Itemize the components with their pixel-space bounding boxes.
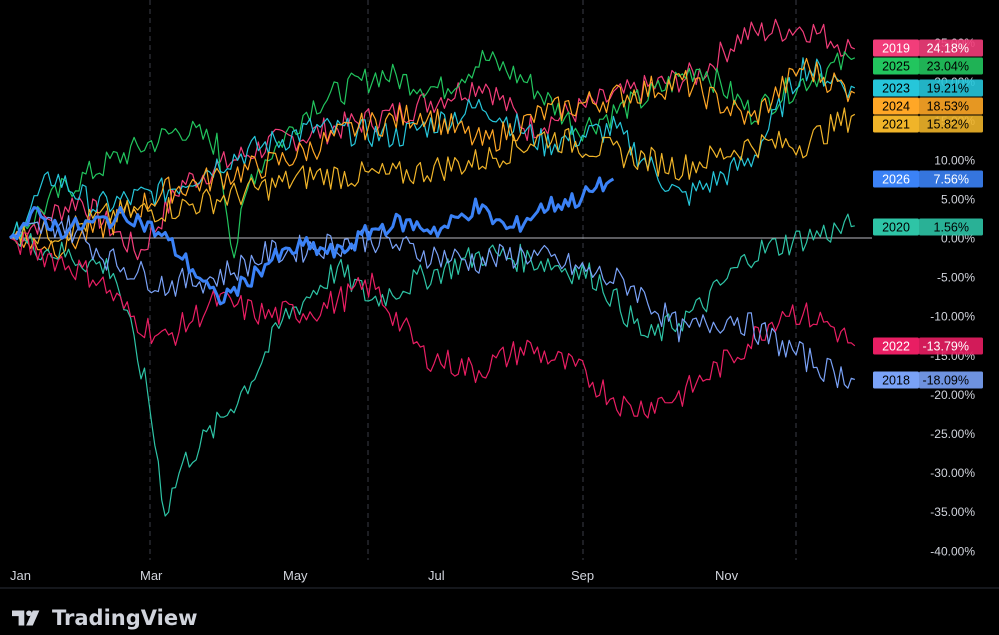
series-line-2026 (8, 176, 615, 306)
y-tick-label: -30.00% (930, 466, 975, 480)
badge-value-bg (919, 170, 983, 188)
legend-badge-2024[interactable]: 2024 18.53% (873, 97, 983, 115)
legend-badges: 2019 24.18% 2025 23.04% 2023 19.21% 2024 18.53%… (873, 39, 983, 389)
badge-year-bg (873, 97, 919, 115)
badge-year-text: 2021 (882, 118, 910, 132)
x-tick-label: Sep (571, 568, 594, 583)
series-line-2018 (9, 215, 855, 389)
series-line-2022 (9, 232, 856, 419)
legend-badge-2022[interactable]: 2022 -13.79% (873, 337, 983, 355)
x-tick-label: Jan (10, 568, 31, 583)
badge-year-text: 2020 (882, 221, 910, 235)
badge-value-text: -18.09% (922, 374, 969, 388)
badge-year-bg (873, 39, 919, 57)
badge-year-text: 2025 (882, 60, 910, 74)
badge-value-text: 18.53% (927, 100, 969, 114)
badge-value-text: 23.04% (927, 60, 969, 74)
legend-badge-2020[interactable]: 2020 1.56% (873, 218, 983, 236)
badge-value-bg (919, 337, 983, 355)
y-tick-label: -20.00% (930, 388, 975, 402)
badge-value-text: 19.21% (927, 82, 969, 96)
series-group (8, 18, 856, 517)
badge-value-bg (919, 57, 983, 75)
y-tick-label: -25.00% (930, 427, 975, 441)
badge-value-text: 24.18% (927, 42, 969, 56)
badge-value-bg (919, 97, 983, 115)
x-axis: Jan Mar May Jul Sep Nov (10, 568, 739, 583)
badge-year-bg (873, 57, 919, 75)
y-tick-label: -10.00% (930, 310, 975, 324)
badge-year-bg (873, 371, 919, 389)
tradingview-mark-icon (12, 610, 40, 626)
badge-year-bg (873, 218, 919, 236)
badge-year-text: 2018 (882, 374, 910, 388)
badge-value-bg (919, 218, 983, 236)
badge-value-bg (919, 115, 983, 133)
legend-badge-2018[interactable]: 2018 -18.09% (873, 371, 983, 389)
y-tick-label: -40.00% (930, 544, 975, 558)
series-line-2020 (9, 213, 855, 517)
badge-year-bg (873, 337, 919, 355)
legend-badge-2021[interactable]: 2021 15.82% (873, 115, 983, 133)
x-tick-label: Nov (715, 568, 739, 583)
legend-badge-2019[interactable]: 2019 24.18% (873, 39, 983, 57)
badge-value-text: 7.56% (934, 173, 969, 187)
badge-value-bg (919, 39, 983, 57)
x-tick-label: Jul (428, 568, 445, 583)
badge-value-bg (919, 371, 983, 389)
legend-badge-2023[interactable]: 2023 19.21% (873, 79, 983, 97)
series-line-2019 (9, 18, 856, 261)
tradingview-logo[interactable]: TradingView (12, 606, 197, 630)
y-tick-label: -5.00% (937, 271, 975, 285)
y-tick-label: 10.00% (934, 153, 975, 167)
legend-badge-2025[interactable]: 2025 23.04% (873, 57, 983, 75)
badge-value-text: -13.79% (922, 340, 969, 354)
series-line-2023 (9, 57, 856, 239)
legend-badge-2026[interactable]: 2026 7.56% (873, 170, 983, 188)
badge-year-text: 2022 (882, 340, 910, 354)
badge-year-text: 2026 (882, 173, 910, 187)
badge-value-bg (919, 79, 983, 97)
series-line-2021 (9, 107, 856, 249)
x-tick-label: May (283, 568, 308, 583)
badge-year-text: 2024 (882, 100, 910, 114)
badge-year-bg (873, 170, 919, 188)
brand-name: TradingView (52, 606, 198, 630)
badge-year-text: 2019 (882, 42, 910, 56)
badge-value-text: 1.56% (934, 221, 969, 235)
y-tick-label: 5.00% (941, 192, 975, 206)
x-tick-label: Mar (140, 568, 163, 583)
series-line-2024 (9, 57, 856, 260)
badge-value-text: 15.82% (927, 118, 969, 132)
badge-year-bg (873, 115, 919, 133)
badge-year-text: 2023 (882, 82, 910, 96)
badge-year-bg (873, 79, 919, 97)
y-tick-label: -35.00% (930, 505, 975, 519)
